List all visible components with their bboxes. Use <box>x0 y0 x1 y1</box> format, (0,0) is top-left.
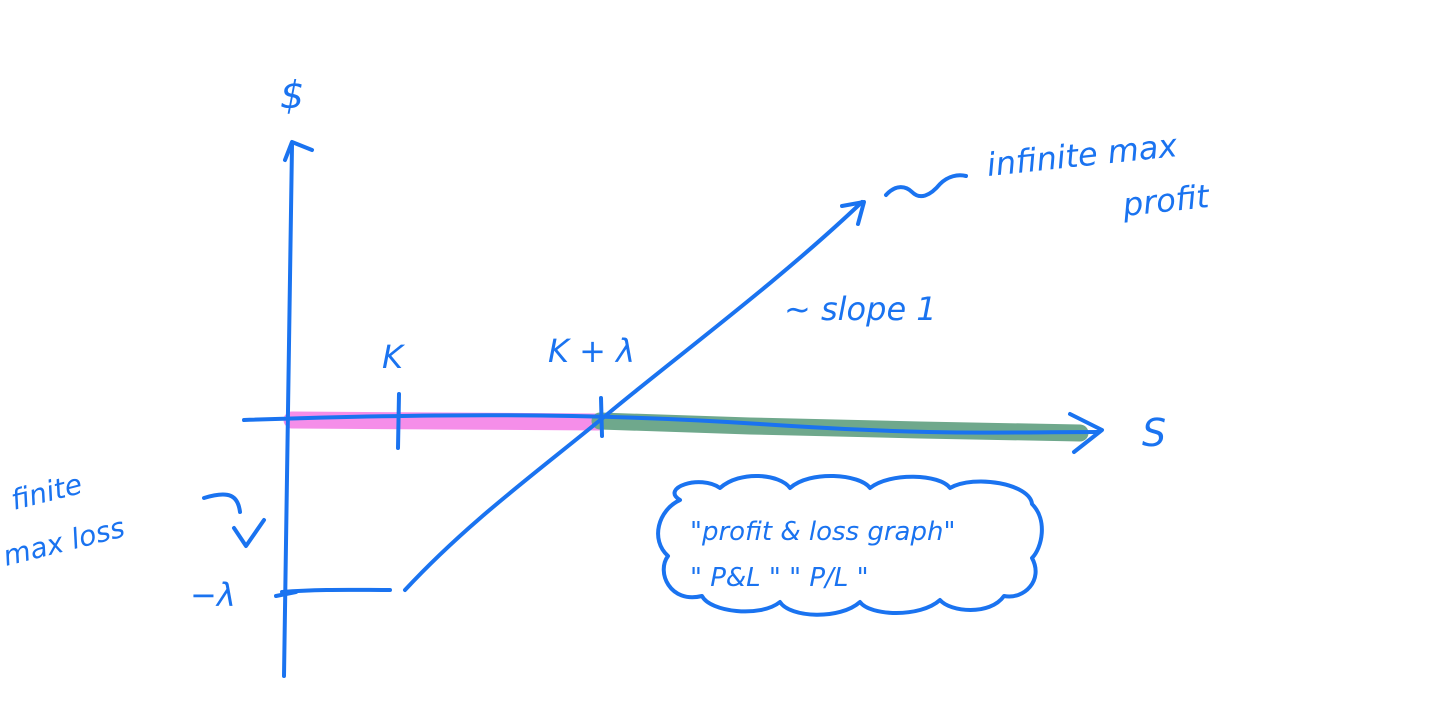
x-axis-arrowhead <box>1068 412 1104 454</box>
max-loss-label-line2: max loss <box>0 511 128 573</box>
y-axis-label: $ <box>280 73 304 117</box>
strike-label: K <box>382 338 406 376</box>
payoff-arrowhead <box>840 200 866 226</box>
slope-label: ~ slope 1 <box>784 290 937 328</box>
strike-tick <box>396 392 401 450</box>
max-profit-label-line2: profit <box>1120 177 1212 224</box>
y-axis-line <box>282 143 294 678</box>
x-axis-label: S <box>1142 411 1166 455</box>
breakeven-label: K + λ <box>548 332 635 370</box>
max-loss-arrow <box>202 492 242 514</box>
note-line1: "profit & loss graph" <box>690 517 955 547</box>
y-axis-arrowhead <box>283 140 314 162</box>
note-cloud <box>656 474 1044 617</box>
max-loss-label-line1: finite <box>8 467 86 516</box>
x-axis-line <box>242 413 1100 435</box>
premium-label: −λ <box>190 576 236 614</box>
loss-region-highlight <box>283 411 607 431</box>
max-loss-arrowhead <box>232 518 266 548</box>
max-profit-label-line1: infinite max <box>985 126 1180 184</box>
note-line2: " P&L " " P/L " <box>690 563 869 593</box>
payoff-flat-segment <box>280 587 392 594</box>
max-profit-tilde <box>884 173 968 199</box>
payoff-rising-segment <box>403 200 864 592</box>
